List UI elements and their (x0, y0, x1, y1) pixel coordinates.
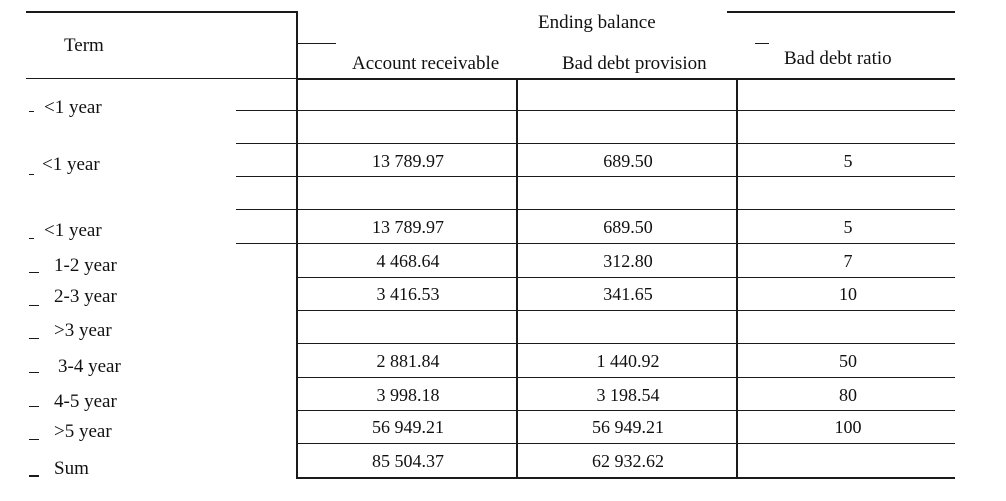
row-rule (236, 110, 955, 111)
term-tick (29, 439, 39, 440)
bad-debt-provision-header: Bad debt provision (562, 53, 707, 74)
col-divider-bdp (736, 80, 738, 479)
ratio-cell: 100 (834, 417, 862, 437)
ratio-cell: 5 (843, 151, 853, 171)
header-bottom (298, 78, 955, 80)
ar-cell: 4 468.64 (376, 251, 440, 271)
bad-debt-ratio-header: Bad debt ratio (784, 48, 892, 69)
row-rule (236, 176, 955, 177)
term-tick (29, 111, 34, 112)
col-divider-term (296, 11, 298, 479)
ending-balance-header: Ending balance (538, 12, 656, 33)
row-rule (236, 209, 955, 210)
term-cell: 1-2 year (54, 255, 117, 276)
term-cell: >5 year (54, 421, 112, 442)
ratio-cell: 7 (843, 251, 853, 271)
term-tick (29, 338, 39, 339)
ar-cell: 13 789.97 (372, 217, 444, 237)
top-border-right (727, 11, 955, 13)
ratio-cell: 80 (839, 385, 857, 405)
bdp-cell: 3 198.54 (596, 385, 660, 405)
top-border (26, 11, 296, 13)
bdp-cell: 689.50 (603, 151, 653, 171)
row-rule (298, 443, 955, 444)
term-cell: <1 year (44, 97, 102, 118)
ar-cell: 13 789.97 (372, 151, 444, 171)
term-tick (29, 406, 39, 407)
ratio-cell: 10 (839, 284, 857, 304)
term-tick (29, 372, 39, 373)
sum-label: Sum (54, 458, 89, 479)
bdp-cell: 689.50 (603, 217, 653, 237)
row-rule (236, 243, 955, 244)
bottom-border (298, 477, 955, 479)
term-tick (29, 305, 39, 306)
bdp-cell: 341.65 (603, 284, 653, 304)
term-cell: 2-3 year (54, 286, 117, 307)
term-tick (29, 238, 34, 239)
group-underline (298, 43, 336, 44)
term-tick (29, 475, 39, 477)
bdp-sum-cell: 62 932.62 (592, 451, 664, 471)
ar-cell: 56 949.21 (372, 417, 444, 437)
ar-cell: 3 998.18 (376, 385, 440, 405)
bdp-cell: 1 440.92 (596, 351, 660, 371)
ratio-tick (755, 43, 769, 44)
col-divider-ar (516, 80, 518, 479)
row-rule (298, 377, 955, 378)
row-rule (298, 310, 955, 311)
ar-sum-cell: 85 504.37 (372, 451, 444, 471)
ratio-cell: 50 (839, 351, 857, 371)
row-rule (298, 277, 955, 278)
bdp-cell: 312.80 (603, 251, 653, 271)
row-rule (298, 410, 955, 411)
row-rule (236, 143, 955, 144)
row-rule (298, 343, 955, 344)
ar-cell: 2 881.84 (376, 351, 440, 371)
term-cell: <1 year (44, 220, 102, 241)
term-cell: 4-5 year (54, 391, 117, 412)
bdp-cell: 56 949.21 (592, 417, 664, 437)
ar-cell: 3 416.53 (376, 284, 440, 304)
term-header: Term (64, 35, 104, 56)
term-cell: <1 year (42, 154, 100, 175)
account-receivable-header: Account receivable (352, 53, 500, 74)
term-tick (29, 272, 39, 273)
term-tick (29, 174, 34, 175)
header-bottom-left (26, 78, 296, 79)
term-cell: 3-4 year (58, 356, 121, 377)
term-cell: >3 year (54, 320, 112, 341)
ratio-cell: 5 (843, 217, 853, 237)
